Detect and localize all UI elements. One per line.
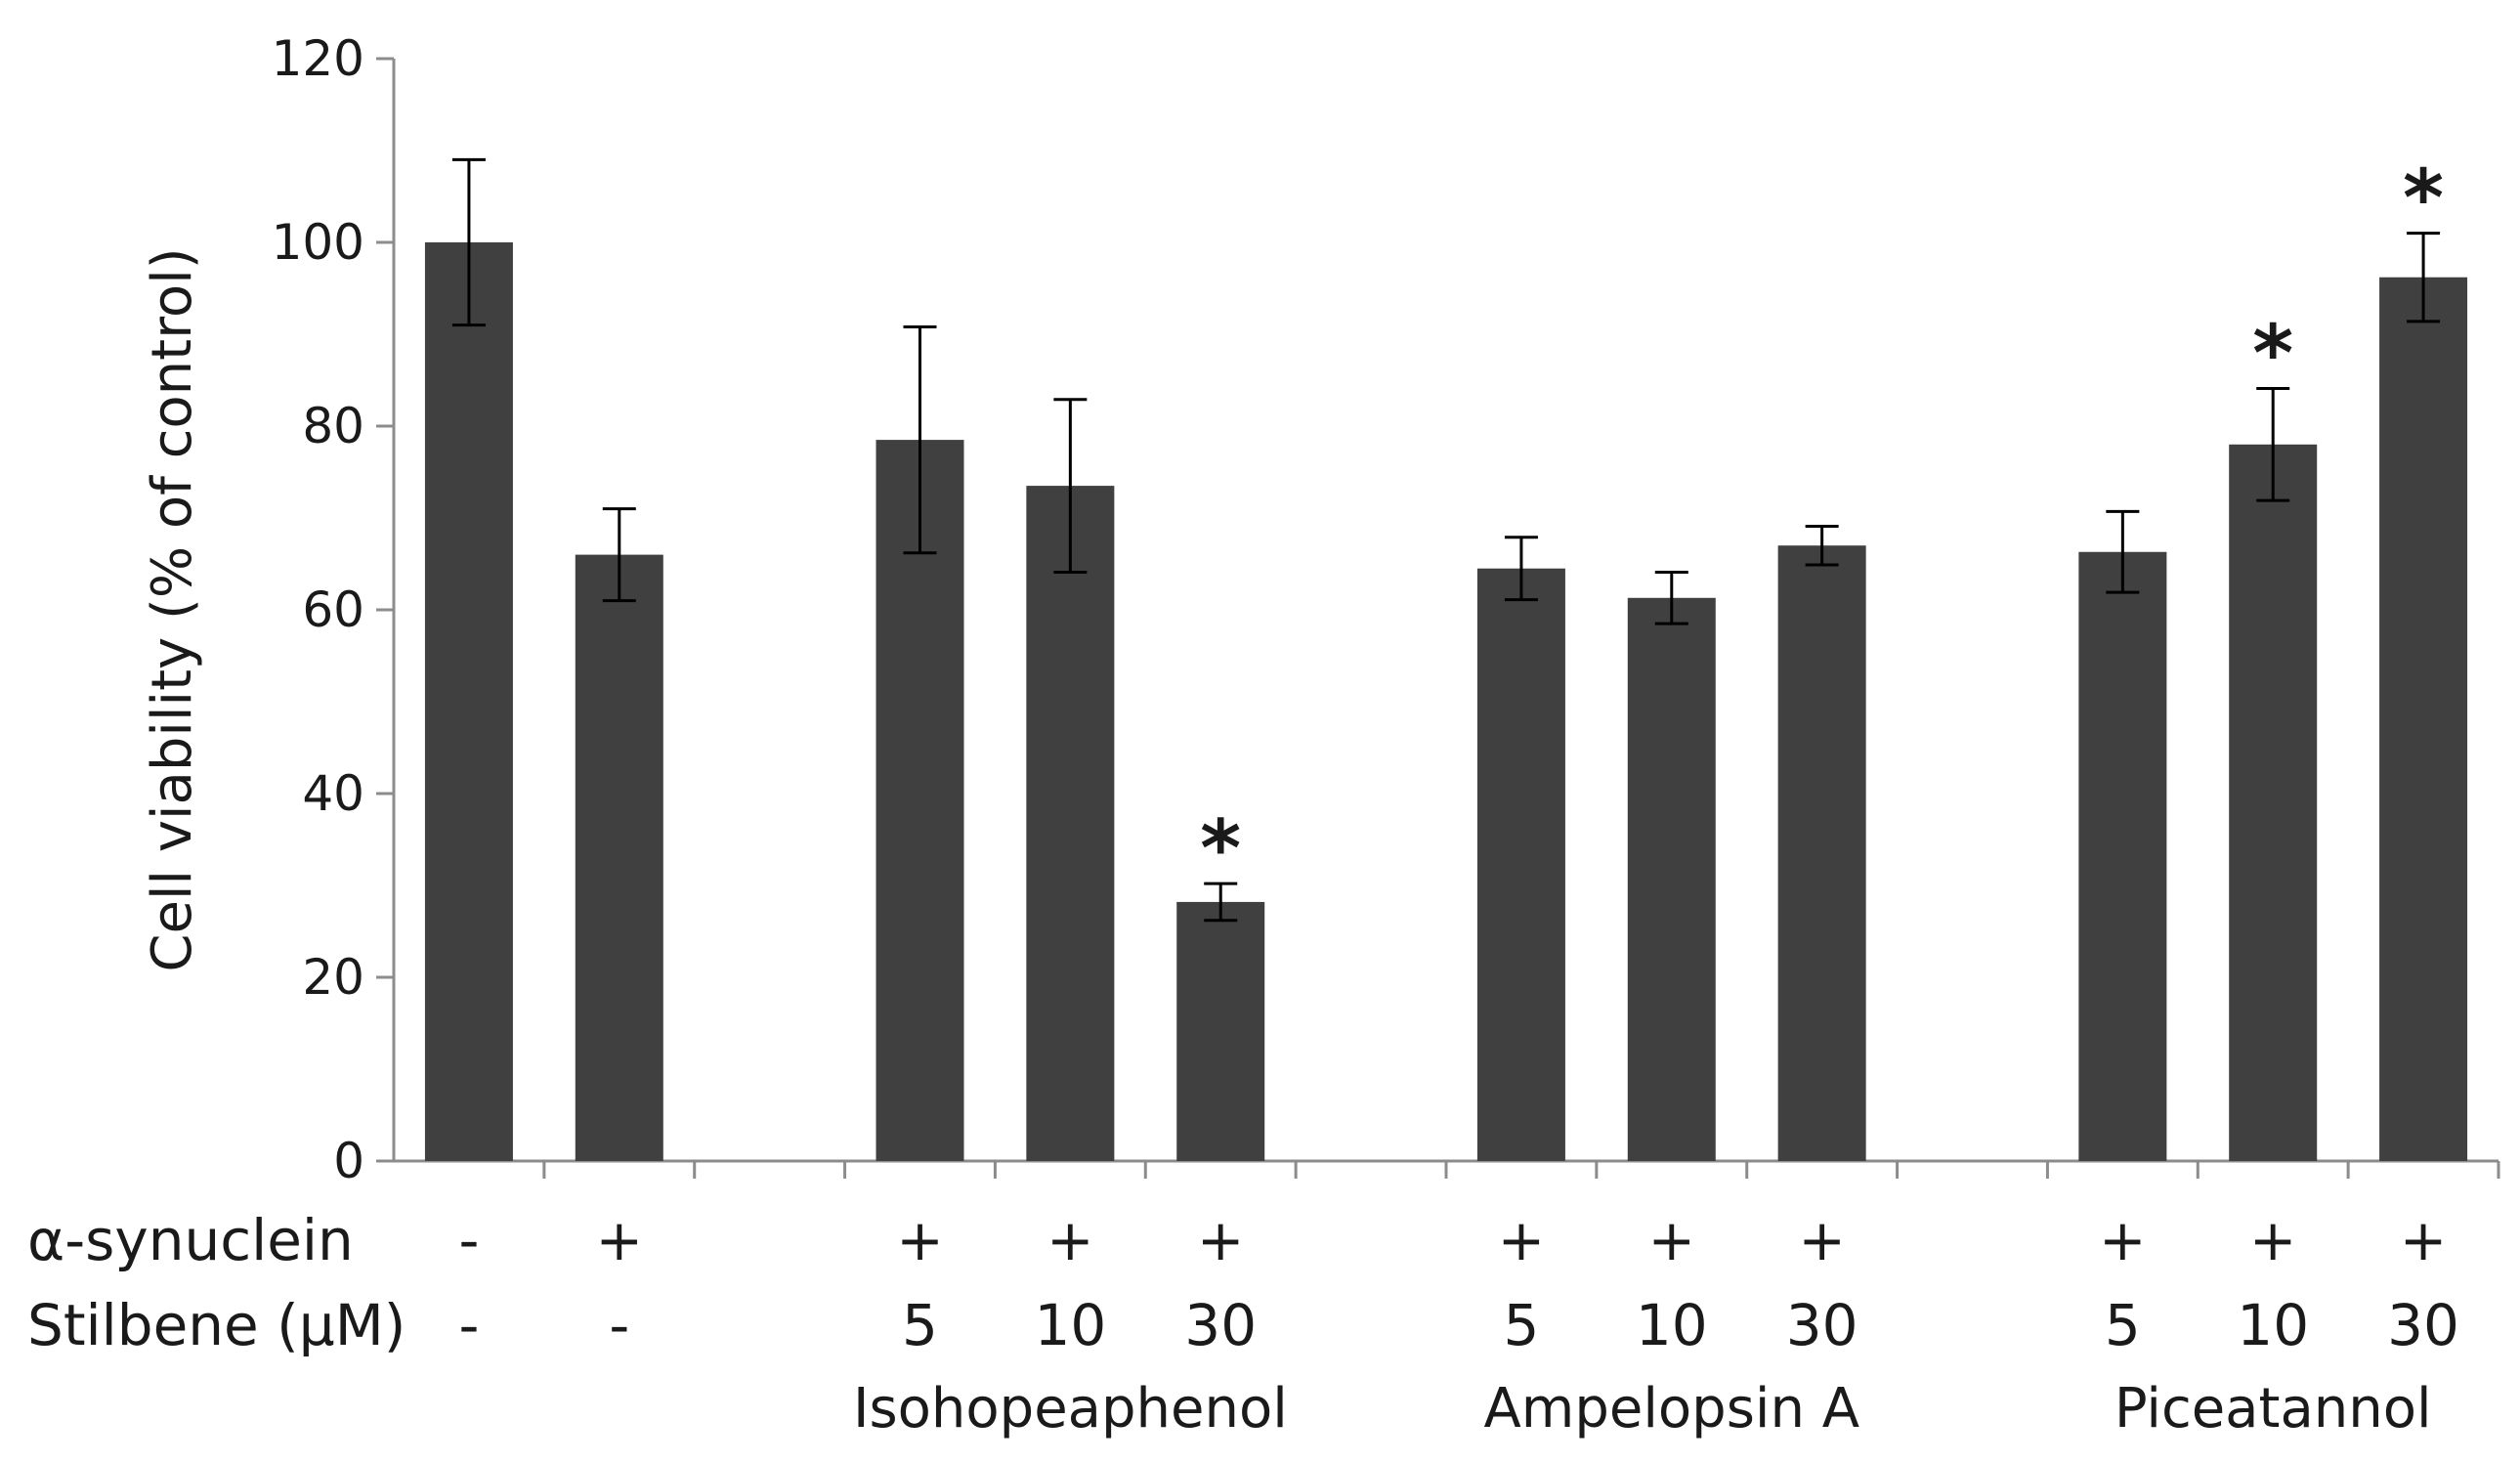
group-labels: Isohopeaphenol Ampelopsin A Piceatannol bbox=[853, 1377, 2432, 1441]
bar bbox=[1176, 901, 1265, 1161]
stilbene-cell: 5 bbox=[2105, 1292, 2141, 1358]
bar bbox=[1627, 597, 1716, 1161]
stilbene-cell: 30 bbox=[2387, 1292, 2459, 1358]
row-label-synuclein: α-synuclein bbox=[27, 1207, 354, 1273]
y-tick-label: 0 bbox=[333, 1133, 364, 1189]
x-ticks bbox=[542, 1161, 2500, 1179]
synuclein-cell: + bbox=[2249, 1207, 2297, 1273]
synuclein-cell: + bbox=[595, 1207, 643, 1273]
synuclein-cell: + bbox=[2400, 1207, 2448, 1273]
bar bbox=[876, 440, 964, 1162]
significance-markers: * * * bbox=[1200, 153, 2444, 895]
synuclein-cell: + bbox=[1498, 1207, 1546, 1273]
synuclein-cell: - bbox=[458, 1207, 479, 1273]
bar bbox=[575, 554, 663, 1161]
significance-asterisk: * bbox=[2252, 308, 2293, 399]
stilbene-cell: - bbox=[609, 1292, 629, 1358]
synuclein-cell: + bbox=[1798, 1207, 1846, 1273]
synuclein-cell: + bbox=[1046, 1207, 1094, 1273]
axes: 0 20 40 60 80 100 120 bbox=[272, 30, 2500, 1189]
bar bbox=[2379, 277, 2468, 1162]
group-label: Piceatannol bbox=[2114, 1377, 2432, 1441]
row-label-stilbene: Stilbene (μM) bbox=[27, 1292, 406, 1358]
y-tick-label: 20 bbox=[302, 949, 364, 1006]
synuclein-cell: + bbox=[1197, 1207, 1245, 1273]
synuclein-cell: + bbox=[2099, 1207, 2147, 1273]
bar bbox=[2078, 551, 2167, 1161]
y-tick-label: 120 bbox=[272, 30, 364, 87]
error-bars bbox=[451, 157, 2441, 923]
synuclein-cell: + bbox=[896, 1207, 944, 1273]
stilbene-cell: 30 bbox=[1786, 1292, 1858, 1358]
significance-asterisk: * bbox=[1200, 803, 1241, 894]
significance-asterisk: * bbox=[2403, 153, 2444, 244]
synuclein-cell: + bbox=[1647, 1207, 1695, 1273]
y-tick-label: 60 bbox=[302, 581, 364, 638]
bar bbox=[1777, 545, 1866, 1161]
bars bbox=[424, 242, 2468, 1162]
group-label: Ampelopsin A bbox=[1484, 1377, 1860, 1441]
y-tick-label: 40 bbox=[302, 765, 364, 822]
y-tick-label: 100 bbox=[272, 214, 364, 271]
stilbene-cell: 30 bbox=[1184, 1292, 1257, 1358]
bar bbox=[1026, 486, 1115, 1162]
group-label: Isohopeaphenol bbox=[853, 1377, 1288, 1441]
stilbene-cell: 10 bbox=[1034, 1292, 1106, 1358]
y-axis-title: Cell viability (% of control) bbox=[141, 247, 204, 971]
y-tick-label: 80 bbox=[302, 398, 364, 454]
stilbene-cell: 5 bbox=[902, 1292, 938, 1358]
y-ticks: 0 20 40 60 80 100 120 bbox=[272, 30, 394, 1189]
bar bbox=[2229, 444, 2318, 1161]
stilbene-cell: - bbox=[458, 1292, 479, 1358]
stilbene-cell: 10 bbox=[2237, 1292, 2309, 1358]
bar bbox=[424, 242, 513, 1161]
stilbene-cell: 10 bbox=[1636, 1292, 1708, 1358]
treatment-table: - - + - +5 +10 +30 +5 +10 +30 +5 +10 +30 bbox=[458, 1207, 2459, 1358]
bar bbox=[1476, 568, 1565, 1161]
stilbene-cell: 5 bbox=[1503, 1292, 1539, 1358]
